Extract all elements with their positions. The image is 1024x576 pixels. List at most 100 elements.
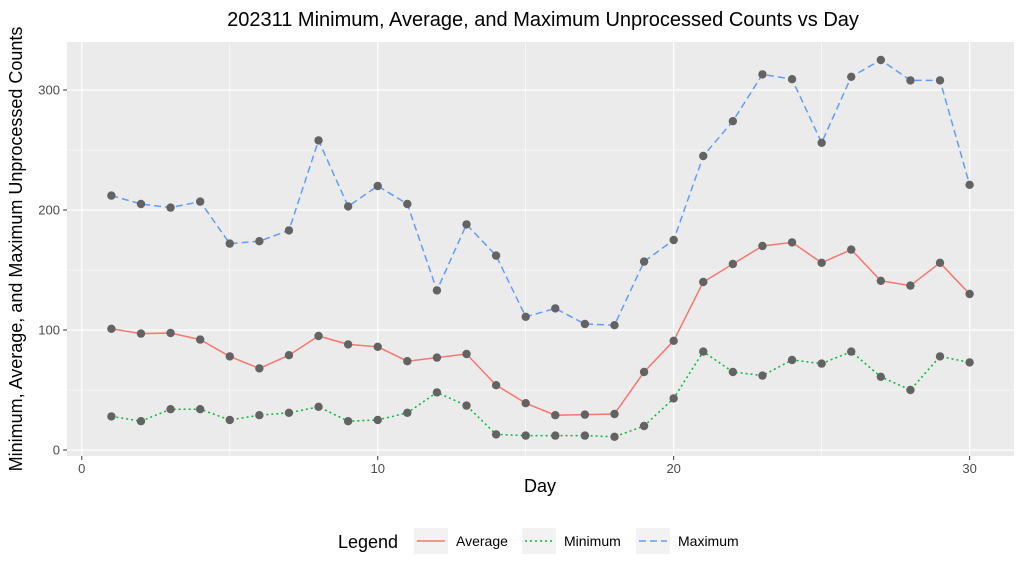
data-point-average	[225, 352, 234, 361]
data-point-minimum	[195, 405, 205, 414]
data-point-maximum	[728, 117, 738, 126]
series-line-minimum	[111, 350, 970, 438]
data-point-minimum	[107, 412, 116, 421]
data-point-average	[639, 367, 649, 377]
data-point-maximum	[491, 251, 501, 260]
data-point-maximum	[136, 199, 146, 209]
data-point-maximum	[817, 138, 826, 147]
data-point-minimum	[343, 417, 353, 426]
data-point-minimum	[521, 431, 530, 440]
data-point-average	[314, 331, 323, 341]
data-point-maximum	[876, 55, 886, 65]
data-point-maximum	[610, 321, 619, 330]
data-point-maximum	[965, 180, 974, 189]
series-line-maximum	[111, 59, 971, 326]
data-point-minimum	[551, 431, 560, 440]
data-point-maximum	[225, 239, 234, 248]
data-point-maximum	[373, 181, 382, 191]
data-point-minimum	[403, 408, 412, 417]
data-point-average	[403, 357, 412, 366]
data-point-minimum	[373, 415, 382, 425]
y-tick-label: 0	[53, 443, 60, 458]
data-point-minimum	[284, 408, 294, 417]
data-point-maximum	[432, 286, 442, 295]
data-point-average	[551, 411, 560, 420]
data-point-minimum	[965, 358, 974, 367]
data-point-minimum	[639, 421, 649, 431]
data-point-average	[935, 258, 945, 267]
data-point-maximum	[639, 257, 649, 266]
x-axis-title: Day	[524, 476, 556, 496]
data-point-maximum	[255, 237, 264, 246]
data-point-maximum	[935, 76, 945, 85]
data-point-minimum	[255, 411, 264, 420]
series-line-average	[111, 241, 971, 416]
data-point-minimum	[136, 417, 146, 426]
data-point-minimum	[314, 402, 323, 411]
data-point-average	[491, 381, 501, 390]
data-point-maximum	[551, 304, 560, 313]
legend-label-minimum: Minimum	[564, 533, 621, 549]
series-lines	[111, 59, 971, 438]
data-point-average	[580, 410, 590, 419]
data-point-average	[787, 238, 797, 247]
data-point-maximum	[284, 226, 294, 235]
data-point-average	[343, 340, 353, 349]
legend-items: Average Minimum Maximum	[414, 528, 739, 554]
y-tick-label: 200	[38, 203, 60, 218]
data-point-maximum	[403, 199, 412, 209]
y-tick-label: 100	[38, 323, 60, 338]
data-point-minimum	[225, 415, 234, 425]
data-point-maximum	[787, 75, 797, 84]
data-point-maximum	[462, 220, 471, 229]
plot-panel	[67, 42, 1014, 456]
data-point-maximum	[195, 197, 205, 206]
legend-label-average: Average	[456, 533, 508, 549]
data-point-minimum	[847, 347, 856, 356]
data-point-average	[610, 409, 619, 419]
data-point-maximum	[580, 319, 590, 329]
data-points	[107, 55, 974, 441]
data-point-minimum	[462, 401, 471, 410]
data-point-minimum	[758, 371, 767, 380]
y-tick-label: 300	[38, 83, 60, 98]
x-tick-label: 10	[371, 461, 385, 476]
data-point-minimum	[610, 432, 619, 441]
data-point-average	[373, 342, 382, 351]
data-point-average	[699, 277, 708, 287]
data-point-average	[462, 349, 471, 359]
data-point-maximum	[107, 191, 116, 200]
data-point-minimum	[699, 347, 708, 356]
data-point-maximum	[166, 203, 175, 212]
data-point-average	[284, 351, 294, 360]
x-tick-label: 0	[78, 461, 85, 476]
data-point-maximum	[699, 151, 708, 161]
data-point-minimum	[166, 405, 175, 414]
data-point-average	[906, 281, 915, 290]
data-point-average	[758, 241, 767, 251]
data-point-minimum	[432, 388, 442, 397]
data-point-maximum	[521, 312, 530, 321]
data-point-minimum	[580, 431, 590, 440]
x-tick-label: 30	[962, 461, 976, 476]
legend: Legend Average Minimum Maximum	[338, 528, 739, 554]
data-point-maximum	[906, 76, 915, 85]
data-point-maximum	[669, 235, 678, 245]
grid-major	[67, 42, 1014, 456]
data-point-minimum	[935, 352, 945, 361]
data-point-average	[521, 399, 530, 408]
data-point-average	[965, 289, 974, 299]
data-point-minimum	[817, 359, 826, 368]
data-point-minimum	[787, 355, 797, 365]
legend-label-maximum: Maximum	[678, 533, 739, 549]
x-tick-label: 20	[666, 461, 680, 476]
data-point-maximum	[847, 72, 856, 82]
data-point-average	[195, 335, 205, 344]
data-point-average	[728, 259, 738, 269]
data-point-average	[255, 364, 264, 373]
data-point-average	[669, 336, 678, 345]
legend-title: Legend	[338, 532, 398, 552]
chart-title: 202311 Minimum, Average, and Maximum Unp…	[227, 9, 859, 31]
data-point-minimum	[669, 394, 678, 403]
